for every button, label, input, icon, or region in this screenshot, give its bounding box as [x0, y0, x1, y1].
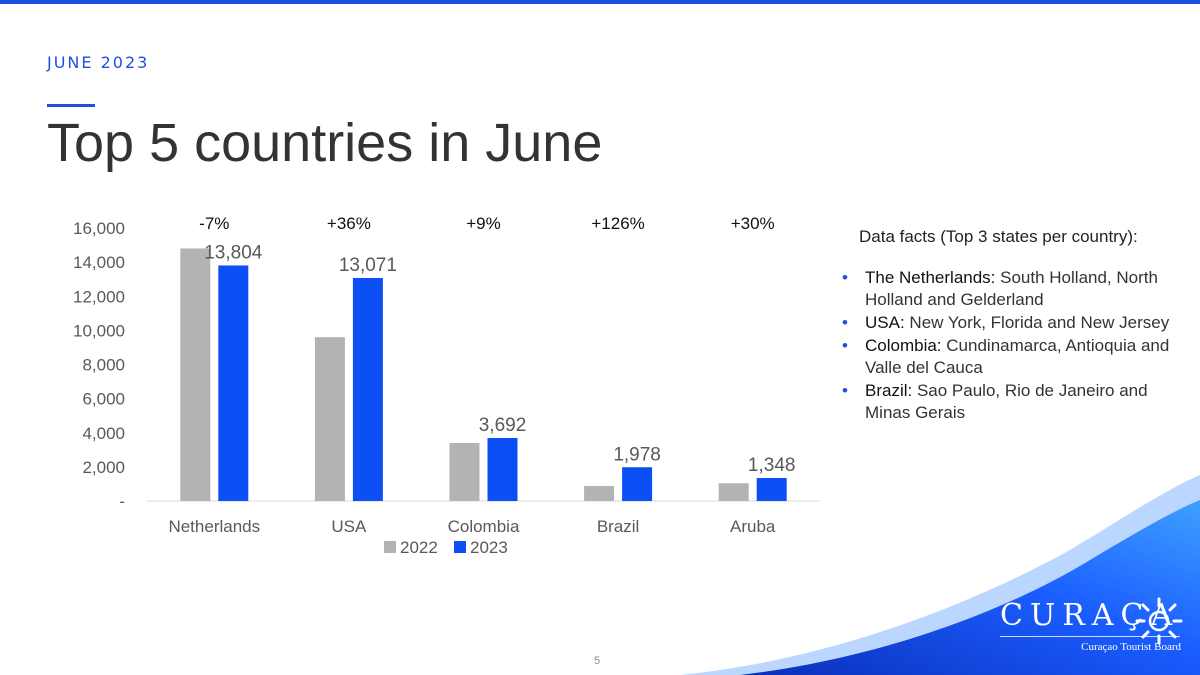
slide-eyebrow: JUNE 2023 — [47, 53, 150, 72]
change-label: +36% — [327, 214, 371, 233]
data-label: 13,071 — [339, 255, 397, 276]
bar-2023 — [487, 438, 518, 501]
y-tick-label: 16,000 — [73, 219, 125, 238]
change-label: +126% — [591, 214, 644, 233]
fact-label: USA: — [865, 313, 905, 332]
y-tick-label: - — [119, 492, 125, 511]
bar-chart: - 2,000 4,000 6,000 8,000 10,000 12,000 14,000 1… — [73, 214, 820, 557]
fact-label: Brazil: — [865, 381, 913, 400]
fact-text: Sao Paulo, Rio de Janeiro and Minas Gera… — [865, 381, 1148, 422]
y-tick-label: 10,000 — [73, 321, 125, 340]
bar-2022 — [314, 337, 345, 501]
bar-2023 — [218, 265, 249, 501]
bar-2022 — [449, 442, 480, 501]
fact-item-netherlands: The Netherlands: South Holland, North Ho… — [840, 267, 1180, 311]
category-label: Brazil — [597, 517, 640, 536]
data-label: 13,804 — [204, 242, 263, 263]
fact-item-colombia: Colombia: Cundinamarca, Antioquia and Va… — [840, 335, 1180, 379]
curacao-logo: CURAÇA Curaçao Tourist Board — [1000, 598, 1185, 653]
bar-2022 — [718, 483, 749, 501]
legend-swatch-2022 — [384, 541, 396, 553]
fact-text: New York, Florida and New Jersey — [904, 313, 1170, 332]
y-tick-label: 14,000 — [73, 253, 125, 272]
fact-label: The Netherlands: — [865, 268, 996, 287]
data-facts-panel: Data facts (Top 3 states per country): T… — [840, 226, 1180, 425]
title-accent-line — [47, 104, 95, 107]
bar-2023 — [352, 277, 383, 501]
legend-label-2023: 2023 — [470, 538, 508, 557]
data-label: 1,348 — [748, 455, 796, 476]
sun-icon — [1135, 597, 1183, 645]
bar-2022 — [584, 485, 615, 501]
legend-swatch-2023 — [454, 541, 466, 553]
y-tick-label: 8,000 — [82, 356, 125, 375]
change-label: +9% — [466, 214, 501, 233]
bar-2022 — [180, 248, 211, 501]
y-tick-label: 12,000 — [73, 287, 125, 306]
page-number: 5 — [594, 655, 601, 667]
category-label: Netherlands — [168, 517, 260, 536]
logo-subtitle: Curaçao Tourist Board — [1081, 641, 1181, 653]
fact-label: Colombia: — [865, 336, 942, 355]
category-label: USA — [331, 517, 367, 536]
fact-text: Cundinamarca, Antioquia and Valle del Ca… — [865, 336, 1170, 377]
facts-list: The Netherlands: South Holland, North Ho… — [840, 267, 1180, 424]
slide-title: Top 5 countries in June — [47, 113, 603, 173]
fact-text: South Holland, North Holland and Gelderl… — [865, 268, 1158, 309]
data-label: 1,978 — [613, 444, 661, 465]
fact-item-brazil: Brazil: Sao Paulo, Rio de Janeiro and Mi… — [840, 380, 1180, 424]
brand-wave-graphic — [680, 475, 1200, 675]
category-label: Colombia — [448, 517, 520, 536]
top-accent-bar — [0, 0, 1200, 4]
facts-heading: Data facts (Top 3 states per country): — [859, 227, 1138, 246]
y-tick-label: 2,000 — [82, 458, 125, 477]
bar-2023 — [622, 467, 653, 501]
change-label: +30% — [731, 214, 775, 233]
data-label: 3,692 — [479, 415, 527, 436]
legend-label-2022: 2022 — [400, 538, 438, 557]
fact-item-usa: USA: New York, Florida and New Jersey — [840, 312, 1180, 334]
logo-divider — [1000, 636, 1180, 637]
y-tick-label: 4,000 — [82, 424, 125, 443]
bar-2023 — [756, 477, 787, 501]
y-tick-label: 6,000 — [82, 390, 125, 409]
category-label: Aruba — [730, 517, 776, 536]
change-label: -7% — [199, 214, 229, 233]
